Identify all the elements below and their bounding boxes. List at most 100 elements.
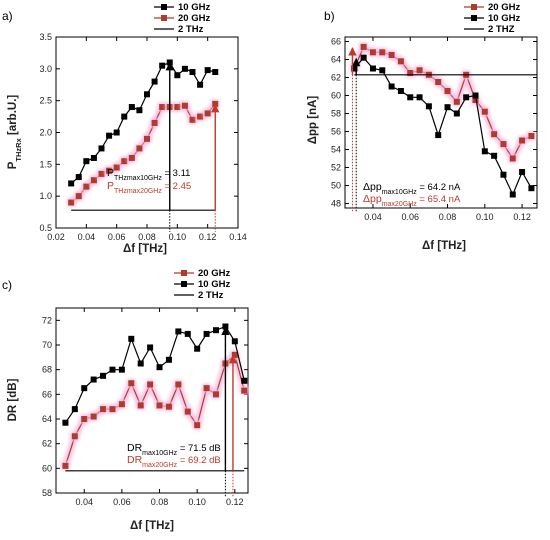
data-point: [81, 416, 88, 422]
data-point: [397, 58, 404, 65]
x-tick-label: 0.04: [364, 212, 382, 222]
series-10-ghz: [62, 323, 248, 426]
x-tick-label: 0.12: [226, 497, 244, 507]
x-tick-label: 0.12: [513, 212, 531, 222]
x-axis-label: Δf [THz]: [422, 240, 466, 252]
data-point: [509, 155, 516, 162]
y-tick-label: 0.5: [39, 223, 52, 233]
x-tick-label: 0.04: [78, 232, 96, 242]
data-point: [151, 119, 158, 126]
x-tick-label: 0.12: [199, 232, 217, 242]
plot-frame: [344, 36, 538, 209]
data-point: [491, 152, 498, 159]
legend-marker: [181, 281, 187, 287]
y-tick-label: 66: [331, 37, 341, 47]
data-point: [181, 65, 188, 72]
data-point: [453, 98, 460, 105]
data-point: [509, 191, 516, 198]
series-line: [64, 325, 245, 424]
data-point: [144, 135, 150, 142]
y-tick-label: 68: [42, 365, 52, 375]
data-point: [197, 81, 204, 88]
data-point: [136, 107, 143, 114]
data-point: [500, 141, 507, 148]
data-point: [351, 65, 358, 72]
data-point: [128, 104, 135, 111]
data-point: [128, 154, 135, 161]
data-point: [113, 164, 120, 171]
data-point: [231, 351, 238, 358]
y-tick-label: 70: [42, 340, 52, 350]
legend-label: 20 GHz: [488, 2, 520, 13]
panel-label: b): [324, 9, 335, 23]
y-tick-label: 2.0: [39, 128, 52, 138]
annotation-max-20ghz: Δppmax20GHz = 65.4 nA: [363, 193, 461, 208]
data-point: [165, 356, 172, 363]
data-point: [71, 406, 78, 413]
data-point: [98, 145, 105, 152]
data-point: [184, 408, 191, 415]
data-point: [519, 169, 526, 175]
data-point: [189, 69, 196, 76]
data-point: [472, 92, 479, 99]
data-point: [491, 131, 498, 138]
data-point: [121, 113, 128, 120]
y-tick-label: 52: [331, 163, 341, 173]
data-point: [379, 67, 386, 74]
y-axis-label: DR [dB]: [7, 378, 19, 421]
data-point: [360, 54, 367, 61]
data-point: [435, 132, 442, 139]
data-point: [213, 327, 219, 334]
data-point: [528, 133, 535, 139]
y-tick-label: 50: [331, 181, 341, 191]
data-point: [75, 174, 82, 181]
data-point: [174, 104, 181, 111]
data-point: [379, 49, 386, 56]
x-tick-label: 0.08: [138, 232, 156, 242]
y-tick-label: 64: [331, 55, 341, 65]
x-tick-label: 0.10: [188, 497, 206, 507]
data-point: [204, 67, 211, 74]
data-point: [90, 376, 97, 383]
x-tick-label: 0.10: [476, 212, 494, 222]
data-point: [118, 401, 125, 408]
data-point: [213, 391, 219, 398]
data-point: [62, 462, 69, 469]
data-point: [144, 91, 150, 98]
legend-label: 10 GHz: [178, 2, 210, 13]
data-point: [136, 145, 143, 152]
y-tick-label: 3.5: [39, 32, 52, 42]
data-point: [212, 100, 219, 107]
y-tick-label: 3.0: [39, 64, 52, 74]
x-tick-label: 0.06: [401, 212, 419, 222]
data-point: [151, 78, 158, 85]
data-point: [388, 52, 395, 58]
data-point: [165, 403, 172, 410]
data-point: [106, 167, 113, 174]
annotation-max-10ghz: PTHzmax10GHz = 3.11: [107, 167, 190, 182]
data-point: [444, 104, 451, 111]
legend-marker: [471, 15, 477, 21]
y-tick-label: 1.5: [39, 159, 52, 169]
data-point: [203, 330, 210, 337]
x-axis-label: Δf [THz]: [123, 243, 167, 255]
data-point: [481, 148, 488, 155]
series-20-ghz: [60, 350, 249, 471]
chart-panel-2: b) 0.04 0.06 0.08 0.10 0.12 48 50 52 54 56 58 60 62 64…: [307, 2, 538, 252]
data-point: [435, 79, 442, 85]
data-point: [159, 62, 166, 69]
data-point: [472, 97, 479, 103]
data-point: [147, 381, 154, 388]
series-10-ghz: [351, 54, 535, 198]
data-point: [241, 387, 248, 394]
data-point: [222, 323, 229, 330]
y-axis-label: PTHzRx [arb.U.]: [7, 95, 23, 170]
data-point: [369, 49, 376, 56]
data-point: [204, 110, 211, 117]
y-tick-label: 60: [42, 463, 52, 473]
legend-label: 2 THZ: [488, 24, 515, 35]
legend-label: 20 GHz: [198, 268, 230, 279]
y-axis-label: Δpp [nA]: [307, 96, 319, 145]
data-point: [194, 345, 201, 352]
